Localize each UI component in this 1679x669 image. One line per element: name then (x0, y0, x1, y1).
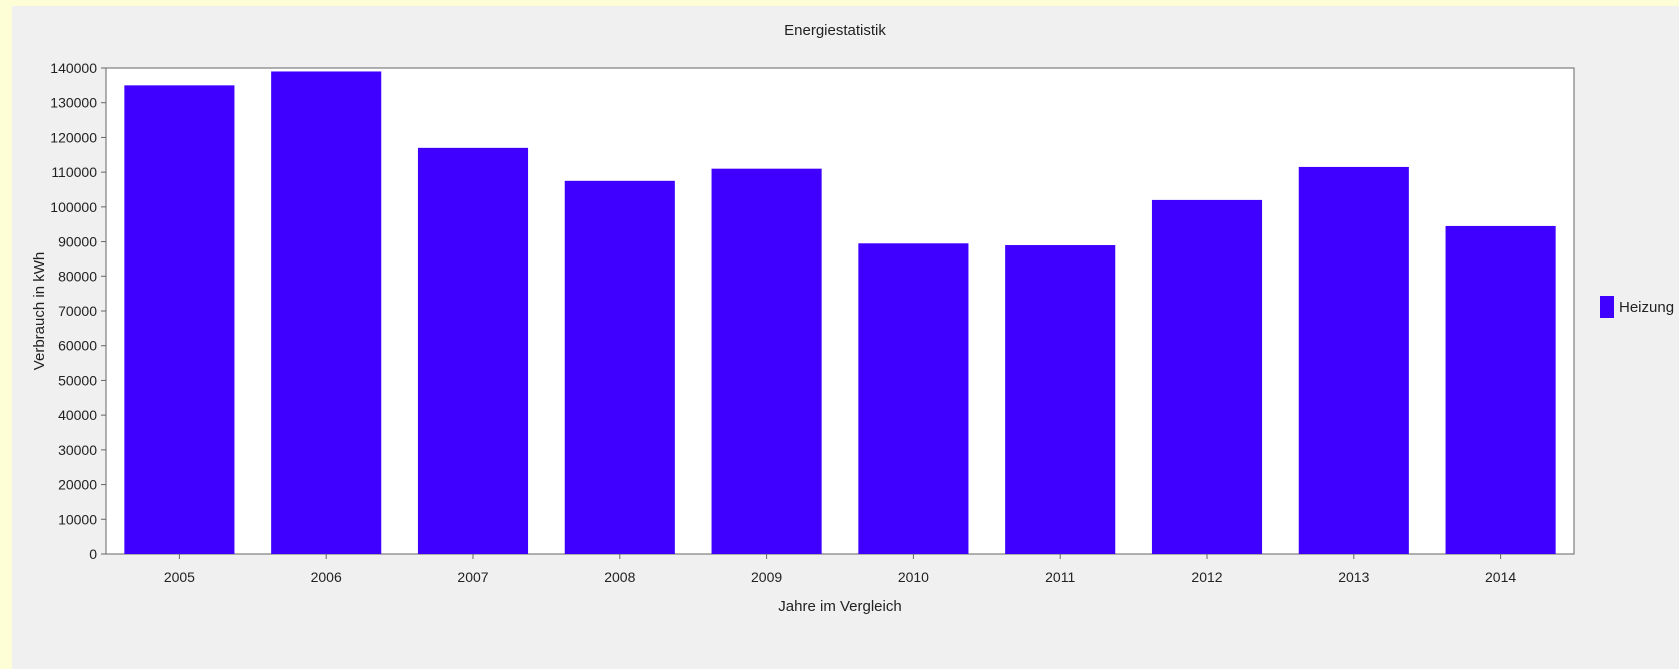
x-tick-label: 2013 (1338, 569, 1369, 585)
y-tick-label: 40000 (58, 407, 97, 423)
x-axis: 2005 2006 2007 2008 2009 2010 2011 2012 2013 2014 (164, 554, 1516, 585)
legend-label-heizung: Heizung (1619, 299, 1674, 316)
x-tick-label: 2012 (1191, 569, 1222, 585)
x-tick-label: 2006 (311, 569, 342, 585)
y-tick-label: 130000 (50, 95, 97, 111)
bar-2014 (1445, 225, 1556, 554)
bar-2008 (564, 180, 675, 555)
y-tick-label: 120000 (50, 129, 97, 145)
y-tick-label: 100000 (50, 199, 97, 215)
legend-swatch-heizung (1600, 296, 1614, 318)
x-tick-label: 2011 (1045, 569, 1075, 585)
y-tick-label: 140000 (50, 60, 97, 76)
y-tick-label: 20000 (58, 477, 97, 493)
chart-panel: Energiestatistik 0 10000 20000 30000 40000 50… (12, 6, 1679, 669)
y-tick-label: 50000 (58, 372, 97, 388)
chart-title: Energiestatistik (784, 22, 886, 39)
bar-2009 (711, 168, 822, 554)
y-tick-label: 110000 (51, 164, 97, 180)
y-axis: 0 10000 20000 30000 40000 50000 60000 70000 8000… (50, 60, 106, 562)
x-tick-label: 2008 (604, 569, 635, 585)
y-axis-title: Verbrauch in kWh (31, 252, 48, 370)
chart-svg: Energiestatistik 0 10000 20000 30000 40000 50… (31, 22, 1674, 615)
x-tick-label: 2014 (1485, 569, 1516, 585)
y-tick-label: 80000 (58, 268, 97, 284)
y-tick-label: 10000 (58, 511, 97, 527)
legend: Heizung (1600, 296, 1674, 318)
y-tick-label: 0 (89, 546, 97, 562)
bar-2013 (1298, 166, 1409, 554)
y-tick-label: 90000 (58, 234, 97, 250)
x-tick-label: 2007 (457, 569, 488, 585)
y-tick-label: 30000 (58, 442, 97, 458)
bar-2012 (1151, 199, 1263, 554)
y-tick-label: 70000 (58, 303, 97, 319)
bar-2006 (271, 71, 382, 554)
bar-2005 (124, 85, 235, 554)
x-tick-label: 2009 (751, 569, 782, 585)
bar-2007 (417, 147, 529, 555)
bar-2011 (1005, 245, 1116, 555)
bar-2010 (858, 243, 969, 555)
bars (124, 71, 1556, 555)
x-tick-label: 2005 (164, 569, 195, 585)
y-tick-label: 60000 (58, 338, 97, 354)
x-tick-label: 2010 (898, 569, 929, 585)
x-axis-title: Jahre im Vergleich (778, 598, 901, 615)
